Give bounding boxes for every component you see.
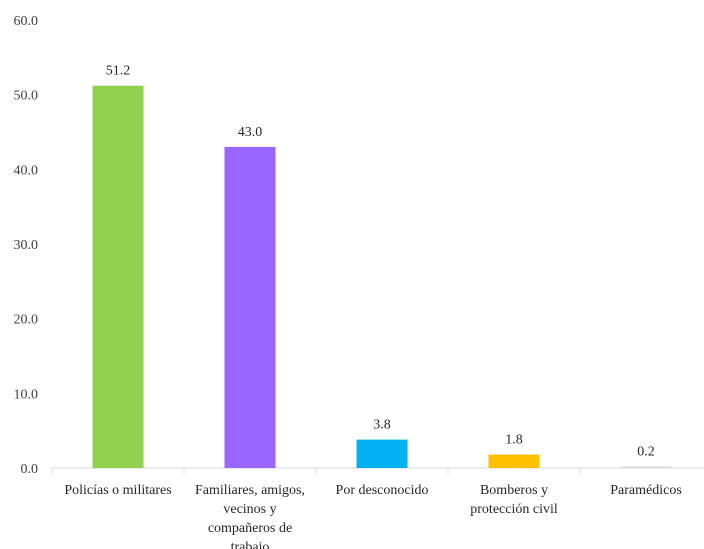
- category-label: Paramédicos: [610, 483, 682, 498]
- bar: [488, 454, 540, 468]
- data-label: 43.0: [238, 125, 263, 140]
- data-label: 1.8: [505, 433, 523, 448]
- bar: [92, 85, 144, 468]
- category-label: Bomberos y protección civil: [470, 483, 558, 517]
- data-label: 0.2: [637, 445, 655, 460]
- category-labels: Policías o militares Familiares, amigos, v…: [64, 483, 681, 549]
- y-tick-label: 50.0: [14, 89, 39, 104]
- category-label: Por desconocido: [336, 483, 429, 498]
- category-label: Policías o militares: [64, 483, 171, 498]
- y-tick-label: 10.0: [14, 387, 39, 402]
- y-tick-label: 60.0: [14, 14, 39, 29]
- category-label: Familiares, amigos, vecinos y compañeros d…: [195, 483, 305, 549]
- y-axis-ticks: 0.0 10.0 20.0 30.0 40.0 50.0 60.0: [14, 14, 39, 477]
- data-label: 3.8: [373, 418, 391, 433]
- bars: [92, 85, 672, 468]
- bar: [224, 146, 276, 468]
- y-tick-label: 20.0: [14, 313, 39, 328]
- data-label: 51.2: [106, 64, 131, 79]
- bar: [356, 439, 408, 468]
- data-labels: 51.2 43.0 3.8 1.8 0.2: [106, 64, 655, 460]
- y-tick-label: 0.0: [21, 462, 39, 477]
- bar: [620, 466, 672, 468]
- y-tick-label: 40.0: [14, 163, 39, 178]
- x-axis-tick-marks: [51, 468, 581, 474]
- y-tick-label: 30.0: [14, 238, 39, 253]
